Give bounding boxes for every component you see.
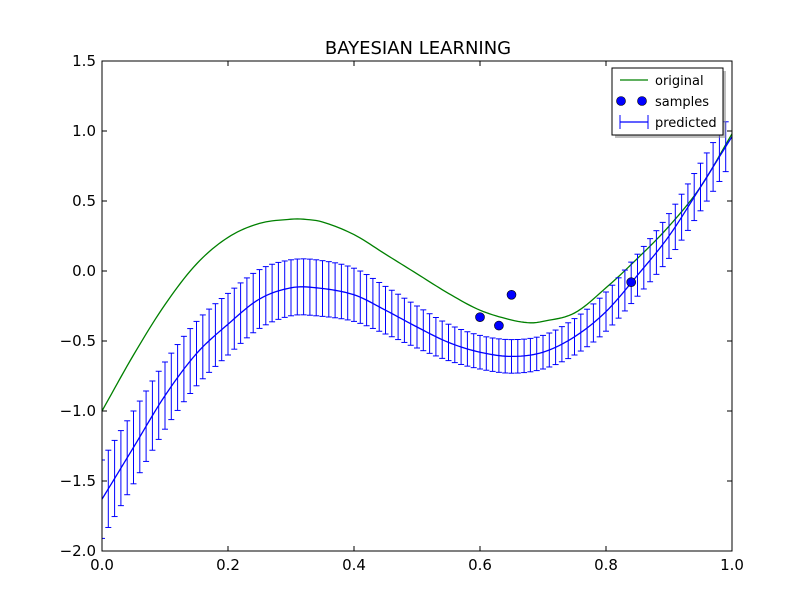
- y-tick-label: 1.5: [72, 52, 96, 70]
- sample-point: [475, 312, 485, 323]
- x-tick-label: 0.8: [594, 556, 618, 574]
- legend-label-samples: samples: [655, 95, 709, 110]
- x-tick-label: 0.0: [90, 556, 114, 574]
- y-tick-label: −0.5: [60, 332, 96, 350]
- axes: 0.0 0.2 0.4 0.6 0.8 1.0 1.5 1.0 0.5 0.0 −0.5 −1.0 −1…: [60, 52, 744, 574]
- y-tick-label: 0.5: [72, 192, 96, 210]
- x-tick-label: 0.6: [468, 556, 492, 574]
- y-tick-label: −1.5: [60, 472, 96, 490]
- x-tick-label: 1.0: [720, 556, 744, 574]
- x-tick-label: 0.4: [342, 556, 366, 574]
- y-tick-label: −2.0: [60, 542, 96, 560]
- legend-box: [611, 67, 724, 136]
- series-original-line: [102, 133, 732, 412]
- series-predicted-line: [102, 136, 732, 500]
- legend-swatch-samples: [637, 96, 647, 106]
- legend: original samples predicted: [611, 67, 726, 138]
- legend-label-predicted: predicted: [655, 116, 717, 131]
- sample-point: [506, 289, 517, 300]
- axes-frame: [101, 60, 733, 552]
- plot-content: [102, 121, 732, 539]
- legend-label-original: original: [655, 74, 704, 89]
- legend-swatch-samples: [616, 96, 626, 106]
- y-tick-label: 0.0: [72, 262, 96, 280]
- y-tick-label: −1.0: [60, 402, 96, 420]
- chart-title: BAYESIAN LEARNING: [325, 38, 511, 59]
- sample-point: [626, 277, 637, 288]
- x-tick-label: 0.2: [216, 556, 240, 574]
- y-tick-label: 1.0: [72, 122, 96, 140]
- plot-area: [102, 121, 732, 539]
- sample-point: [494, 320, 504, 331]
